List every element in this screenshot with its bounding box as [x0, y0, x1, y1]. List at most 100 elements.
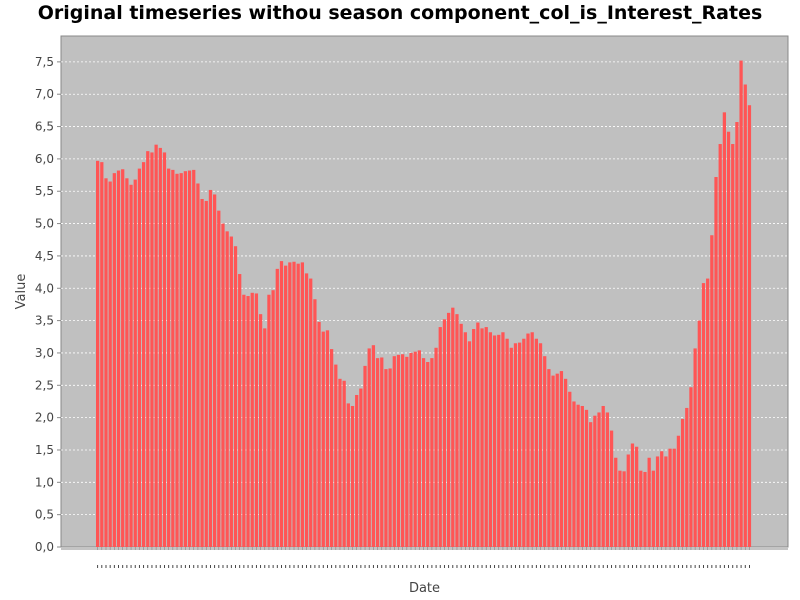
y-tick-label: 1,0: [35, 475, 54, 489]
bar: [534, 338, 538, 547]
bar: [622, 471, 626, 547]
bar: [292, 261, 296, 547]
bar: [417, 350, 421, 547]
bar: [530, 332, 534, 547]
bar: [522, 338, 526, 547]
bar: [442, 319, 447, 547]
bar: [300, 262, 304, 547]
bar: [451, 307, 455, 547]
bar: [543, 356, 547, 547]
bar: [710, 235, 714, 548]
x-axis-label: Date: [409, 581, 440, 596]
bar: [605, 412, 610, 547]
bar: [208, 189, 213, 547]
y-tick-label: 0,0: [35, 540, 54, 554]
bar: [643, 471, 647, 547]
y-tick-labels: 0,0 0,5 1,0 1,5 2,0 2,5 3,0 3,5 4,0 4,5 5,0 5,5 6,0 6…: [35, 55, 54, 554]
bar: [329, 349, 334, 547]
bar: [146, 151, 150, 547]
bar: [401, 354, 405, 547]
y-tick-label: 0,5: [35, 508, 54, 522]
axes-layer: [57, 61, 788, 550]
bar: [158, 147, 162, 547]
bar: [150, 152, 154, 547]
bars-layer: [96, 60, 752, 548]
bar: [267, 294, 271, 547]
bar: [547, 369, 551, 547]
bar: [392, 356, 396, 547]
bar: [693, 348, 697, 547]
bar: [726, 131, 731, 548]
bar: [706, 278, 710, 547]
bar: [589, 422, 593, 547]
bar: [296, 263, 300, 547]
bar: [509, 347, 513, 547]
bar: [288, 262, 292, 547]
bar: [747, 105, 752, 548]
bar: [639, 470, 643, 547]
bar: [346, 403, 350, 547]
bar: [175, 173, 179, 547]
bar: [133, 179, 137, 547]
bar: [647, 457, 651, 547]
bar: [609, 430, 614, 547]
bar: [526, 333, 530, 547]
bar: [271, 290, 275, 547]
bar: [221, 223, 225, 547]
bar: [484, 327, 488, 547]
bar: [238, 274, 242, 547]
bar: [192, 169, 196, 547]
bar: [601, 405, 605, 547]
bar: [492, 335, 497, 547]
bar: [304, 273, 309, 547]
bar: [655, 456, 660, 547]
y-tick-label: 6,0: [35, 152, 54, 166]
bar: [597, 412, 601, 547]
bar: [446, 312, 451, 547]
bar: [112, 173, 116, 547]
bar: [162, 152, 167, 547]
y-tick-label: 4,5: [35, 249, 54, 263]
bar: [409, 352, 413, 547]
bar: [212, 194, 217, 547]
y-axis-label: Value: [14, 274, 29, 310]
bar: [459, 323, 463, 547]
bar: [455, 314, 459, 547]
bar: [363, 365, 367, 547]
bar: [200, 199, 204, 547]
bar: [116, 170, 121, 548]
bar: [559, 371, 564, 547]
bar: [187, 170, 192, 548]
y-tick-label: 1,5: [35, 443, 54, 457]
bar: [689, 387, 693, 547]
bar: [513, 343, 518, 547]
bar: [137, 168, 142, 547]
bar: [626, 454, 630, 547]
bar: [154, 144, 158, 548]
bar: [722, 112, 727, 547]
bar: [635, 446, 639, 547]
bar: [325, 330, 330, 547]
bar: [367, 348, 371, 547]
bar: [375, 358, 380, 547]
y-tick-label: 2,5: [35, 378, 54, 392]
bar: [171, 169, 175, 547]
bar: [96, 160, 100, 547]
bar: [614, 457, 618, 547]
bar: [480, 328, 484, 547]
bar: [284, 265, 288, 547]
bar: [141, 162, 146, 547]
y-tick-label: 6,5: [35, 120, 54, 134]
bar: [680, 418, 685, 547]
bar: [242, 294, 246, 547]
bar: [472, 329, 476, 547]
bar: [618, 470, 622, 547]
bar: [714, 177, 718, 547]
bar: [338, 378, 342, 547]
bar: [350, 405, 355, 547]
bar: [426, 362, 430, 547]
bar: [359, 388, 363, 547]
bar: [438, 327, 442, 547]
bar: [421, 358, 426, 547]
